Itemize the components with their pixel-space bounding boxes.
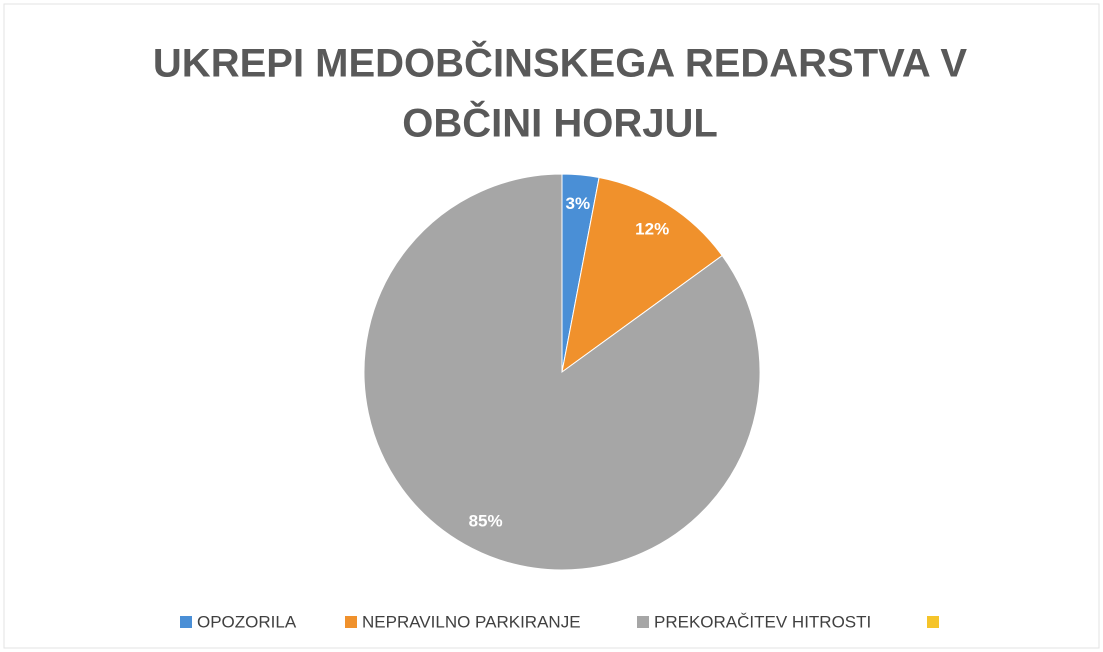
legend-marker [637,616,649,628]
legend-label: PREKORAČITEV HITROSTI [654,612,871,631]
pie-slice [561,176,723,374]
chart-title: UKREPI MEDOBČINSKEGA REDARSTVA V [153,40,967,86]
legend-marker [345,616,357,628]
value-label: 3% [566,194,591,213]
legend-label: NEPRAVILNO PARKIRANJE [362,612,581,631]
legend-marker [180,616,192,628]
value-label: 85% [469,511,503,530]
value-label: 12% [635,219,669,238]
legend-marker [927,616,939,628]
pie-slice [363,173,761,571]
legend-label: OPOZORILA [197,612,297,631]
chart-title: OBČINI HORJUL [402,100,718,146]
